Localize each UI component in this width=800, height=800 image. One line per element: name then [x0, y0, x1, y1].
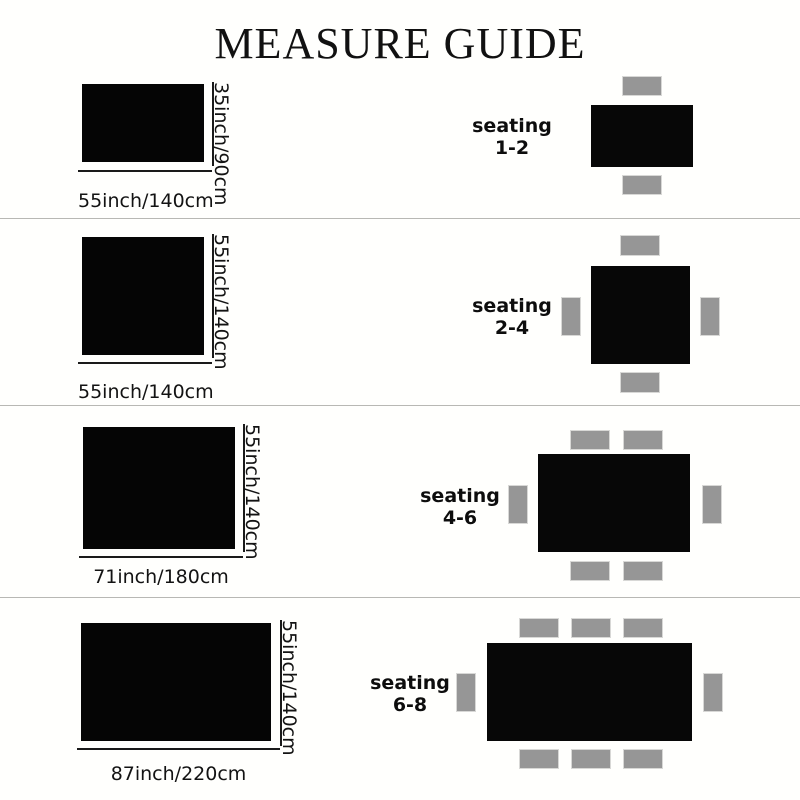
chair-left-2-1 — [561, 297, 581, 336]
chair-left-3-1 — [508, 485, 528, 524]
chair-right-3-1 — [702, 485, 722, 524]
height-label-1: 35inch/90cm — [210, 82, 232, 206]
chair-top-4-2 — [571, 618, 611, 638]
seating-label-4: seating 6-8 — [364, 672, 456, 717]
chair-bottom-3-2 — [623, 561, 663, 581]
height-rule-1 — [212, 82, 214, 166]
chair-bottom-1-1 — [622, 175, 662, 195]
seating-label-2: seating 2-4 — [466, 295, 558, 340]
chair-top-3-1 — [570, 430, 610, 450]
chair-bottom-4-1 — [519, 749, 559, 769]
table-top-4 — [487, 643, 692, 741]
table-top-2 — [591, 266, 690, 364]
chair-right-2-1 — [700, 297, 720, 336]
height-rule-4 — [280, 620, 282, 746]
chair-right-4-1 — [703, 673, 723, 712]
seating-word-4: seating — [370, 672, 450, 694]
table-top-1 — [591, 105, 693, 167]
chair-bottom-4-3 — [623, 749, 663, 769]
height-label-3: 55inch/140cm — [241, 424, 263, 560]
height-rule-2 — [212, 234, 214, 358]
width-rule-1 — [78, 170, 212, 172]
seating-count-2: 2-4 — [494, 316, 530, 339]
page-title: MEASURE GUIDE — [214, 19, 586, 68]
height-rule-3 — [243, 424, 245, 552]
row-divider-2 — [0, 405, 800, 406]
tablecloth-swatch-1 — [82, 84, 204, 162]
chair-top-4-1 — [519, 618, 559, 638]
chair-top-1-1 — [622, 76, 662, 96]
height-label-4: 55inch/140cm — [278, 620, 300, 756]
chair-top-4-3 — [623, 618, 663, 638]
seating-count-3: 4-6 — [442, 506, 478, 529]
height-label-2: 55inch/140cm — [210, 234, 232, 370]
chair-bottom-3-1 — [570, 561, 610, 581]
chair-top-2-1 — [620, 235, 660, 256]
seating-count-1: 1-2 — [494, 136, 530, 159]
chair-left-4-1 — [456, 673, 476, 712]
row-divider-3 — [0, 597, 800, 598]
row-divider-1 — [0, 218, 800, 219]
width-label-2: 55inch/140cm — [78, 381, 214, 403]
seating-count-4: 6-8 — [392, 693, 428, 716]
tablecloth-swatch-4 — [81, 623, 271, 741]
tablecloth-swatch-3 — [83, 427, 235, 549]
chair-top-3-2 — [623, 430, 663, 450]
chair-bottom-2-1 — [620, 372, 660, 393]
width-rule-4 — [77, 748, 280, 750]
seating-word-2: seating — [472, 295, 552, 317]
width-rule-3 — [79, 556, 243, 558]
seating-word-1: seating — [472, 115, 552, 137]
seating-label-3: seating 4-6 — [414, 485, 506, 530]
width-label-3: 71inch/180cm — [93, 566, 229, 588]
chair-bottom-4-2 — [571, 749, 611, 769]
seating-word-3: seating — [420, 485, 500, 507]
tablecloth-swatch-2 — [82, 237, 204, 355]
width-label-1: 55inch/140cm — [78, 190, 214, 212]
width-label-4: 87inch/220cm — [110, 763, 247, 785]
seating-label-1: seating 1-2 — [466, 115, 558, 160]
table-top-3 — [538, 454, 690, 552]
width-rule-2 — [78, 362, 212, 364]
